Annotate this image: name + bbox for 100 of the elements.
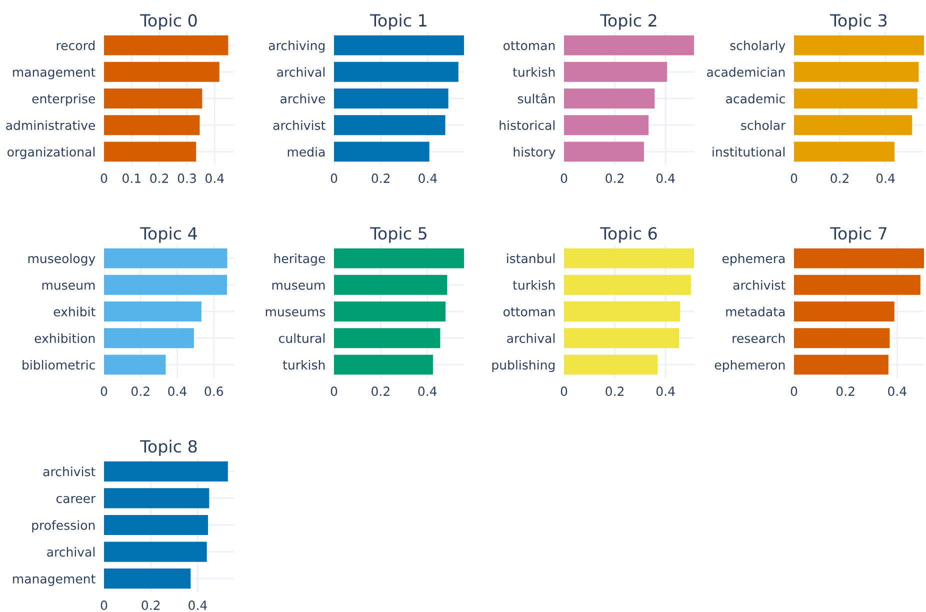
- bar: [334, 328, 440, 348]
- x-tick-label: 0.2: [132, 386, 150, 396]
- x-tick-label: 0: [100, 600, 108, 610]
- x-tick-label: 0: [100, 174, 108, 184]
- x-tick-label: 0.4: [168, 386, 186, 396]
- bar: [564, 248, 694, 268]
- bar: [794, 88, 918, 108]
- y-tick-label: sultân: [518, 93, 555, 104]
- y-tick-label: archival: [507, 333, 554, 344]
- bar: [334, 62, 458, 82]
- x-tick-label: 0.4: [656, 174, 675, 184]
- x-tick-label: 0.4: [206, 174, 224, 184]
- bar: [104, 88, 202, 108]
- x-tick-label: 0.4: [188, 600, 207, 610]
- bar: [104, 354, 166, 375]
- y-tick-label: archivist: [733, 280, 786, 290]
- bar: [564, 142, 644, 162]
- bar: [334, 302, 446, 322]
- x-tick-label: 0.2: [372, 386, 390, 396]
- bar: [794, 248, 924, 268]
- y-tick-label: management: [13, 68, 96, 80]
- bar: [794, 142, 894, 162]
- y-tick-label: turkish: [512, 280, 555, 290]
- bar: [794, 328, 890, 348]
- bar: [104, 461, 228, 482]
- x-tick-label: 0.1: [122, 174, 140, 184]
- y-tick-label: archivist: [43, 466, 96, 476]
- y-tick-label: historical: [500, 120, 554, 130]
- bar: [564, 354, 658, 375]
- y-tick-label: media: [288, 146, 325, 157]
- y-tick-label: academic: [726, 94, 785, 104]
- x-tick-label: 0.2: [142, 600, 160, 610]
- bar: [794, 354, 888, 375]
- bar: [104, 328, 194, 348]
- x-tick-label: 0.4: [656, 386, 675, 396]
- x-tick-label: 0: [330, 386, 338, 396]
- x-tick-label: 0: [790, 174, 798, 184]
- bar: [334, 115, 446, 136]
- chart-title: Topic 5: [370, 226, 426, 243]
- y-tick-label: ottoman: [504, 307, 555, 316]
- y-tick-label: enterprise: [32, 94, 95, 106]
- x-tick-label: 0.2: [606, 386, 624, 396]
- bar: [104, 542, 207, 562]
- bar: [794, 302, 894, 322]
- x-tick-label: 0.4: [876, 174, 895, 184]
- y-tick-label: ephemeron: [714, 360, 785, 372]
- bar: [564, 35, 694, 56]
- y-tick-label: institutional: [712, 146, 784, 157]
- bar: [794, 35, 924, 56]
- bar: [104, 568, 191, 589]
- x-tick-label: 0: [560, 386, 568, 396]
- bar: [334, 88, 448, 108]
- x-tick-label: 0.6: [204, 386, 224, 396]
- bar: [334, 248, 464, 268]
- y-tick-label: archivist: [273, 120, 326, 130]
- bar: [564, 274, 691, 295]
- x-tick-label: 0: [330, 174, 338, 184]
- y-tick-label: archival: [47, 547, 94, 557]
- y-tick-label: museum: [42, 282, 95, 290]
- bar: [564, 115, 649, 136]
- y-tick-label: museums: [266, 309, 326, 316]
- bar: [794, 274, 920, 295]
- y-tick-label: organizational: [8, 146, 94, 160]
- y-tick-label: turkish: [282, 360, 325, 370]
- bar: [104, 514, 208, 536]
- bar: [564, 302, 680, 322]
- bar: [104, 62, 220, 82]
- y-tick-label: exhibition: [34, 333, 95, 344]
- y-tick-label: metadata: [726, 306, 785, 316]
- bar: [104, 302, 202, 322]
- y-tick-label: scholarly: [730, 40, 786, 53]
- chart-title: Topic 4: [140, 226, 197, 243]
- x-tick-label: 0.3: [178, 174, 196, 184]
- bar: [564, 88, 655, 108]
- bar: [334, 354, 433, 375]
- y-tick-label: career: [56, 496, 96, 504]
- bar: [104, 142, 196, 162]
- y-tick-label: scholar: [741, 120, 786, 130]
- chart-title: Topic 3: [830, 14, 887, 30]
- x-tick-label: 0.2: [836, 386, 854, 396]
- y-tick-label: archiving: [268, 40, 325, 53]
- bar: [104, 488, 210, 508]
- y-tick-label: cultural: [278, 333, 324, 344]
- bar: [104, 274, 228, 295]
- x-tick-label: 0.2: [150, 174, 168, 184]
- chart-title: Topic 7: [830, 226, 886, 243]
- x-tick-label: 0.2: [606, 174, 624, 184]
- y-tick-label: publishing: [492, 360, 555, 372]
- x-tick-label: 0.4: [888, 386, 906, 396]
- bar: [334, 142, 430, 162]
- y-tick-label: record: [56, 40, 95, 50]
- x-tick-label: 0: [100, 386, 108, 396]
- y-tick-label: ephemera: [722, 254, 785, 266]
- y-tick-label: administrative: [6, 120, 96, 130]
- chart-title: Topic 2: [600, 14, 656, 30]
- x-tick-label: 0.4: [418, 386, 437, 396]
- y-tick-label: research: [732, 333, 785, 344]
- y-tick-label: exhibit: [54, 306, 96, 316]
- x-tick-label: 0: [790, 386, 798, 396]
- y-tick-label: archival: [277, 67, 324, 77]
